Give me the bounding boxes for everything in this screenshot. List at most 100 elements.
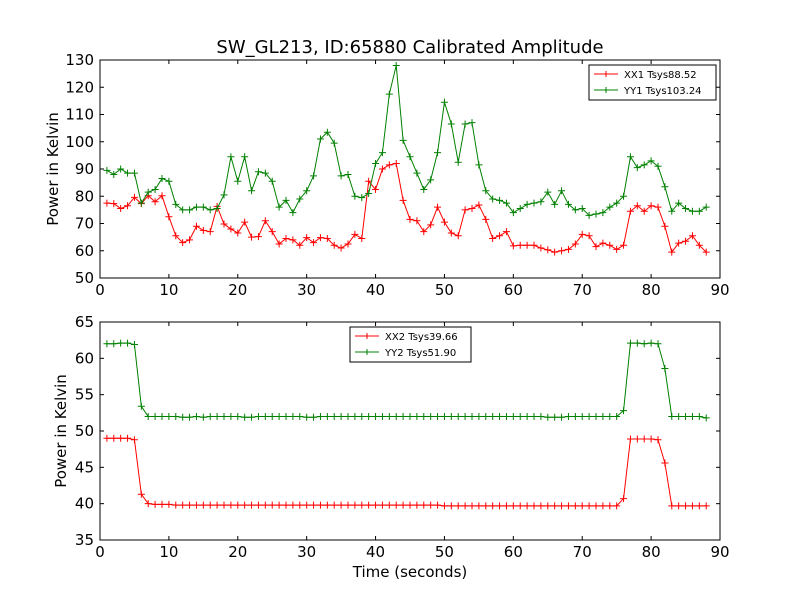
bottom-x-tick-label: 20 <box>228 543 247 561</box>
bottom-series-0-point <box>626 435 634 443</box>
bottom-series-1-point <box>530 412 538 420</box>
bottom-series-0-point <box>413 501 421 509</box>
bottom-series-1-point <box>668 412 676 420</box>
bottom-series-0-point <box>137 490 145 498</box>
top-series-1-point <box>220 191 228 199</box>
top-series-1-point <box>613 199 621 207</box>
top-series-0-point <box>496 232 504 240</box>
top-series-0-point <box>124 202 132 210</box>
top-series-0-point <box>151 198 159 206</box>
bottom-series-1-point <box>117 339 125 347</box>
bottom-series-0-point <box>392 501 400 509</box>
bottom-series-0-point <box>702 502 710 510</box>
top-series-0-point <box>592 243 600 251</box>
bottom-series-0-point <box>192 501 200 509</box>
bottom-series-1-point <box>254 412 262 420</box>
bottom-series-0-point <box>434 501 442 509</box>
bottom-series-1-point <box>661 365 669 373</box>
top-series-1-point <box>640 161 648 169</box>
top-series-1-point <box>372 160 380 168</box>
top-x-tick-label: 70 <box>573 281 592 299</box>
bottom-y-axis-label: Power in Kelvin <box>52 374 70 488</box>
top-series-0-point <box>420 228 428 236</box>
top-series-0-point <box>192 222 200 230</box>
bottom-series-1-point <box>344 412 352 420</box>
top-series-1-point <box>227 153 235 161</box>
top-plot: 0 10 20 30 40 50 60 70 80 90 50 60 70 80 90 100 110 120 13… <box>44 51 730 299</box>
bottom-series-1-point <box>179 413 187 421</box>
top-series-0-point <box>351 230 359 238</box>
top-series-1-point <box>289 209 297 217</box>
top-x-tick-label: 30 <box>297 281 316 299</box>
bottom-x-tick-label: 10 <box>159 543 178 561</box>
top-series-1-point <box>544 188 552 196</box>
top-series-0-point <box>172 232 180 240</box>
top-series-1-point <box>661 183 669 191</box>
top-series-1-point <box>172 200 180 208</box>
bottom-series-0-line <box>106 437 707 507</box>
chart-title: SW_GL213, ID:65880 Calibrated Amplitude <box>216 37 603 58</box>
bottom-series-0-point <box>440 502 448 510</box>
bottom-series-0-point <box>254 501 262 509</box>
top-series-0-point <box>392 160 400 168</box>
top-series-1-point <box>151 185 159 193</box>
bottom-series-1-point <box>303 413 311 421</box>
top-series-1-point <box>461 120 469 128</box>
bottom-series-0-point <box>261 501 269 509</box>
top-series-1-point <box>213 205 221 213</box>
bottom-series-0-point <box>447 502 455 510</box>
bottom-series-1-point <box>358 412 366 420</box>
bottom-series-1-point <box>475 412 483 420</box>
bottom-series-1-point <box>599 412 607 420</box>
bottom-series-1-point <box>365 412 373 420</box>
bottom-legend-box <box>349 326 472 363</box>
top-series-1-point <box>502 199 510 207</box>
bottom-series-1-point <box>626 339 634 347</box>
bottom-series-1-point <box>606 412 614 420</box>
top-series-1-point <box>310 172 318 180</box>
top-legend-label-xx1: XX1 Tsys88.52 <box>624 70 697 81</box>
top-series-1-point <box>633 164 641 172</box>
bottom-series-1-point <box>261 412 269 420</box>
top-series-1-point <box>454 158 462 166</box>
bottom-x-tick-label: 90 <box>710 543 729 561</box>
top-series-1-point <box>261 169 269 177</box>
bottom-series-1-point <box>427 412 435 420</box>
top-series-1-point <box>668 207 676 215</box>
top-series-1-point <box>158 175 166 183</box>
bottom-series-0-point <box>248 501 256 509</box>
bottom-series-0-point <box>420 501 428 509</box>
top-series-0-point <box>558 247 566 255</box>
bottom-series-1-point <box>282 412 290 420</box>
bottom-series-1-point <box>158 412 166 420</box>
bottom-series-1-point <box>654 340 662 348</box>
bottom-series-1-point <box>468 412 476 420</box>
top-series-0-point <box>310 239 318 247</box>
bottom-series-0-point <box>647 435 655 443</box>
top-series-0-point <box>516 241 524 249</box>
bottom-series-0-point <box>151 500 159 508</box>
bottom-series-0-point <box>365 501 373 509</box>
bottom-series-1-point <box>647 339 655 347</box>
top-series-1-point <box>551 200 559 208</box>
top-series-1-point <box>268 177 276 185</box>
bottom-series-1-point <box>124 339 132 347</box>
top-series-1-point <box>303 187 311 195</box>
bottom-series-0-point <box>502 502 510 510</box>
top-x-tick-label: 20 <box>228 281 247 299</box>
bottom-series-0-point <box>144 500 152 508</box>
bottom-series-1-point <box>406 412 414 420</box>
bottom-series-1-point <box>695 412 703 420</box>
top-series-1-point <box>530 199 538 207</box>
bottom-series-1-point <box>275 412 283 420</box>
top-y-tick-label: 60 <box>75 242 94 260</box>
top-legend-entry-yy1: YY1 Tsys103.24 <box>594 86 702 97</box>
bottom-series-0-point <box>427 501 435 509</box>
bottom-series-1-point <box>378 412 386 420</box>
top-legend-box <box>588 64 717 101</box>
top-series-0-point <box>241 218 249 226</box>
bottom-series-0-point <box>640 435 648 443</box>
bottom-series-0-point <box>378 501 386 509</box>
top-series-0-point <box>427 221 435 229</box>
top-legend-entry-xx1: XX1 Tsys88.52 <box>594 70 697 81</box>
